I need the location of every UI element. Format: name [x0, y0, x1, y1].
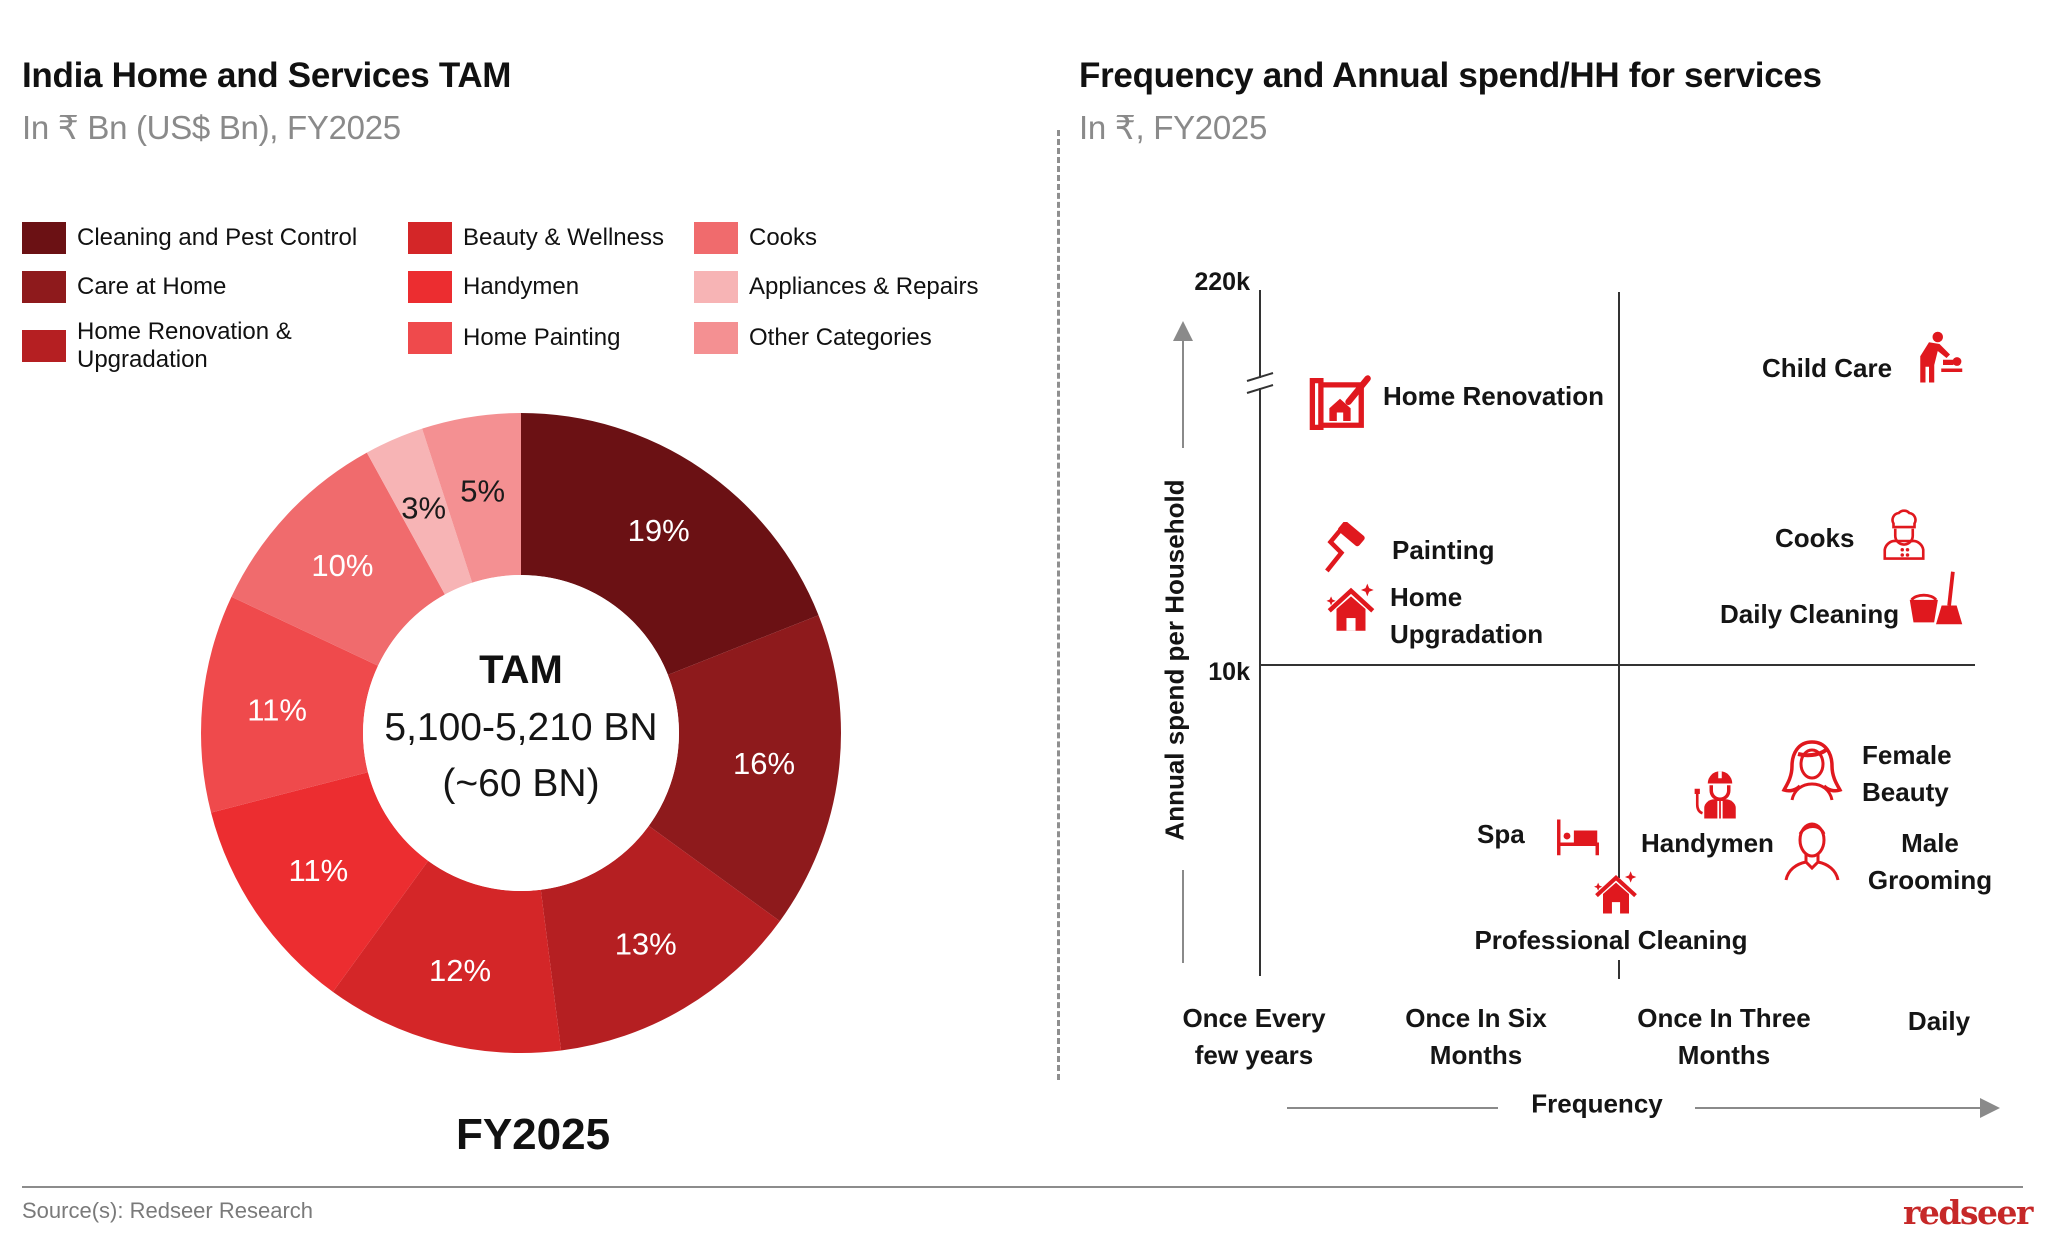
- legend-label: Beauty & Wellness: [463, 224, 664, 251]
- donut-data-label: 11%: [288, 853, 348, 888]
- panel-divider: [1057, 130, 1060, 1080]
- legend-label: Handymen: [463, 273, 580, 300]
- frequency-subtitle: In ₹, FY2025: [1079, 109, 1268, 146]
- donut-center-label: TAM: [479, 648, 563, 692]
- donut-slice-home-painting: [200, 596, 379, 813]
- legend-label: Appliances & Repairs: [749, 273, 979, 300]
- paint-roller-icon: [1325, 522, 1365, 573]
- x-tick-once-in-three-months: Once In Three Months: [1637, 1003, 1811, 1070]
- legend-item-cleaning-and-pest-control: Cleaning and Pest Control: [22, 222, 357, 254]
- legend-item-home-renovation-and-upgradation: Home Renovation & Upgradation: [22, 318, 292, 374]
- donut-hole: [363, 575, 679, 891]
- electrician-icon: [1694, 771, 1736, 819]
- point-label: Daily Cleaning: [1720, 599, 1900, 629]
- sparkle-house-icon: [1594, 871, 1637, 914]
- legend-item-appliances-and-repairs: Appliances & Repairs: [694, 271, 978, 303]
- point-label: Home Renovation: [1383, 381, 1605, 411]
- chef-icon: [1883, 509, 1925, 560]
- donut-data-label: 19%: [628, 513, 690, 548]
- legend-swatch: [408, 222, 452, 254]
- legend-swatch: [694, 322, 738, 354]
- donut-data-label: 10%: [311, 548, 373, 583]
- spa-bed-icon: [1557, 819, 1599, 856]
- donut-center-value-usd: (~60 BN): [442, 762, 600, 805]
- legend-label: Care at Home: [77, 273, 227, 300]
- donut-data-label: 11%: [247, 692, 307, 727]
- y-tick-mid: 10k: [1208, 658, 1250, 686]
- legend-label: Home Painting: [463, 324, 621, 351]
- blueprint-house-icon: [1309, 375, 1371, 431]
- point-label: Home Upgradation: [1390, 582, 1544, 649]
- tam-title: India Home and Services TAM: [22, 56, 512, 95]
- legend-swatch: [694, 271, 738, 303]
- bucket-mop-icon: [1909, 571, 1963, 625]
- legend-swatch: [694, 222, 738, 254]
- donut-chart: 19% 16% 13% 12% 11% 11% 10% 3% 5%: [200, 413, 842, 1053]
- man-icon: [1784, 822, 1840, 881]
- legend-swatch: [408, 322, 452, 354]
- donut-data-label: 13%: [615, 926, 677, 961]
- point-label: Male Grooming: [1867, 828, 1993, 895]
- woman-icon: [1781, 740, 1843, 801]
- footer-divider: [22, 1186, 2023, 1188]
- donut-slice-other-categories: [422, 413, 521, 583]
- donut-slice-home-renovation-and-upgradation: [540, 825, 780, 1051]
- tam-subtitle: In ₹ Bn (US$ Bn), FY2025: [22, 109, 401, 146]
- legend-item-home-painting: Home Painting: [408, 322, 620, 354]
- point-label: Handymen: [1641, 828, 1774, 858]
- axis-break-mark: [1246, 384, 1274, 394]
- donut-slice-beauty-and-wellness: [332, 860, 562, 1053]
- point-label: Painting: [1392, 535, 1495, 565]
- donut-data-label: 5%: [460, 474, 505, 509]
- legend-item-other-categories: Other Categories: [694, 322, 932, 354]
- legend-label: Home Renovation & Upgradation: [77, 318, 292, 373]
- point-label: Cooks: [1775, 523, 1855, 553]
- legend-item-handymen: Handymen: [408, 271, 579, 303]
- axis-break-mark: [1246, 372, 1274, 382]
- legend-item-cooks: Cooks: [694, 222, 817, 254]
- legend-swatch: [22, 271, 66, 303]
- brand-logo: redseer: [1903, 1193, 2033, 1232]
- donut-slice-cooks: [231, 452, 445, 666]
- axis-break-gap: [1254, 378, 1266, 388]
- donut-slice-cleaning-and-pest-control: [521, 413, 819, 675]
- legend-swatch: [22, 222, 66, 254]
- legend-swatch: [22, 330, 66, 362]
- x-tick-once-in-six-months: Once In Six Months: [1405, 1003, 1547, 1070]
- legend-swatch: [408, 271, 452, 303]
- donut-data-label: 12%: [429, 953, 491, 988]
- legend-item-beauty-and-wellness: Beauty & Wellness: [408, 222, 664, 254]
- source-note: Source(s): Redseer Research: [22, 1198, 314, 1223]
- sparkle-house-icon: [1326, 583, 1375, 631]
- point-label: Child Care: [1762, 353, 1893, 383]
- x-tick-daily: Daily: [1907, 1006, 1971, 1036]
- child-care-icon: [1920, 331, 1963, 383]
- x-tick-once-every-few-years: Once Every few years: [1182, 1003, 1326, 1070]
- donut-data-label: 16%: [733, 746, 795, 781]
- point-label: Professional Cleaning: [1474, 925, 1748, 955]
- legend-label: Other Categories: [749, 324, 932, 351]
- point-label: Female Beauty: [1862, 740, 1952, 807]
- legend-label: Cleaning and Pest Control: [77, 224, 358, 251]
- legend-label: Cooks: [749, 224, 818, 251]
- donut-data-label: 3%: [401, 491, 446, 526]
- y-tick-top: 220k: [1194, 268, 1250, 296]
- frequency-title: Frequency and Annual spend/HH for servic…: [1079, 56, 1822, 95]
- donut-slice-handymen: [211, 772, 429, 992]
- legend-item-care-at-home: Care at Home: [22, 271, 226, 303]
- y-axis-title: Annual spend per Household: [1159, 479, 1190, 841]
- donut-slice-care-at-home: [648, 615, 842, 922]
- x-axis-title: Frequency: [1531, 1088, 1663, 1119]
- donut-period-label: FY2025: [455, 1110, 611, 1159]
- point-label: Spa: [1477, 819, 1525, 849]
- donut-slice-appliances-and-repairs: [366, 428, 473, 595]
- donut-center-value-inr: 5,100-5,210 BN: [384, 706, 658, 749]
